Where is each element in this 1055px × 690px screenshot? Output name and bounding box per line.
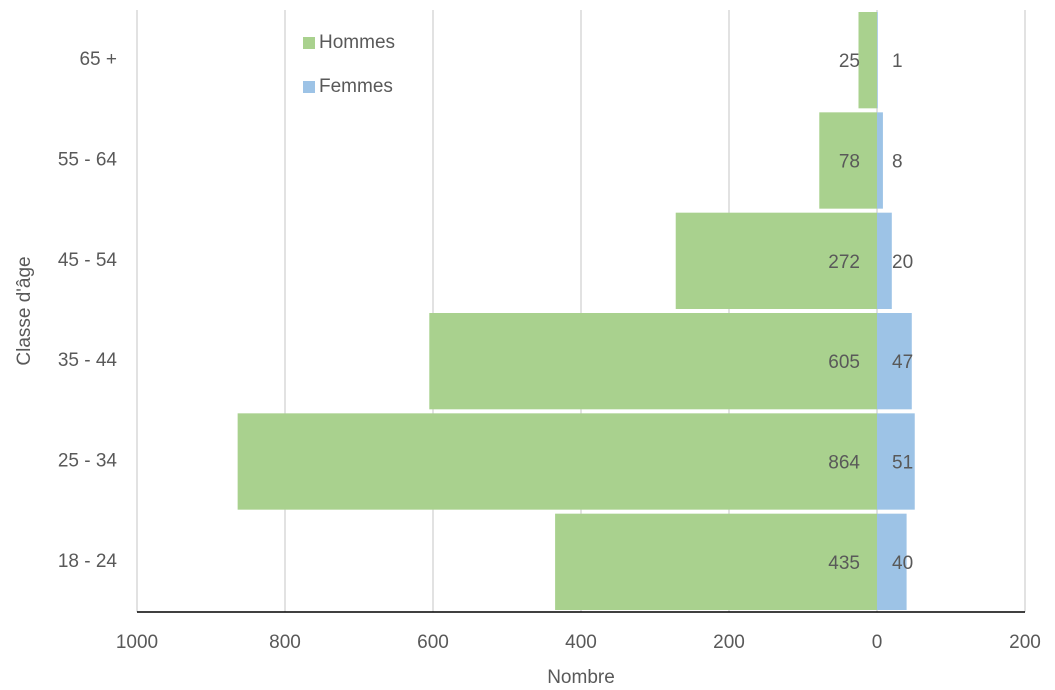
x-tick-label: 0 <box>872 632 883 653</box>
x-tick-label: 800 <box>269 632 301 653</box>
x-tick-label: 200 <box>1009 632 1041 653</box>
data-label: 1 <box>892 51 903 72</box>
legend-swatch <box>303 37 315 49</box>
legend-label: Femmes <box>319 76 393 97</box>
y-tick-label: 18 - 24 <box>58 551 118 572</box>
bar <box>237 413 877 510</box>
bar <box>877 413 915 510</box>
data-label: 78 <box>839 152 860 173</box>
y-tick-label: 35 - 44 <box>58 350 118 371</box>
x-tick-label: 1000 <box>116 632 158 653</box>
data-label: 40 <box>892 553 913 574</box>
x-tick-label: 400 <box>565 632 597 653</box>
y-tick-label: 45 - 54 <box>58 250 118 271</box>
bar <box>877 313 912 410</box>
x-tick-label: 600 <box>417 632 449 653</box>
x-axis-title: Nombre <box>547 667 615 688</box>
data-label: 47 <box>892 352 913 373</box>
bar <box>877 212 892 309</box>
bar <box>555 513 877 610</box>
data-label: 605 <box>828 352 860 373</box>
y-tick-label: 55 - 64 <box>58 150 118 171</box>
bar <box>429 313 877 410</box>
data-label: 864 <box>828 453 860 474</box>
data-label: 25 <box>839 51 860 72</box>
x-tick-label: 200 <box>713 632 745 653</box>
bar <box>675 212 877 309</box>
data-label: 435 <box>828 553 860 574</box>
legend-swatch <box>303 81 315 93</box>
bar <box>877 12 878 109</box>
y-axis-title: Classe d'âge <box>14 256 35 365</box>
y-tick-label: 25 - 34 <box>58 451 118 472</box>
legend-label: Hommes <box>319 32 395 53</box>
bar <box>877 112 883 209</box>
y-tick-label: 65 + <box>79 49 117 70</box>
data-label: 272 <box>828 252 860 273</box>
data-label: 20 <box>892 252 913 273</box>
bar <box>877 513 907 610</box>
data-label: 8 <box>892 152 903 173</box>
bar <box>819 112 877 209</box>
data-label: 51 <box>892 453 913 474</box>
bar <box>858 12 877 109</box>
